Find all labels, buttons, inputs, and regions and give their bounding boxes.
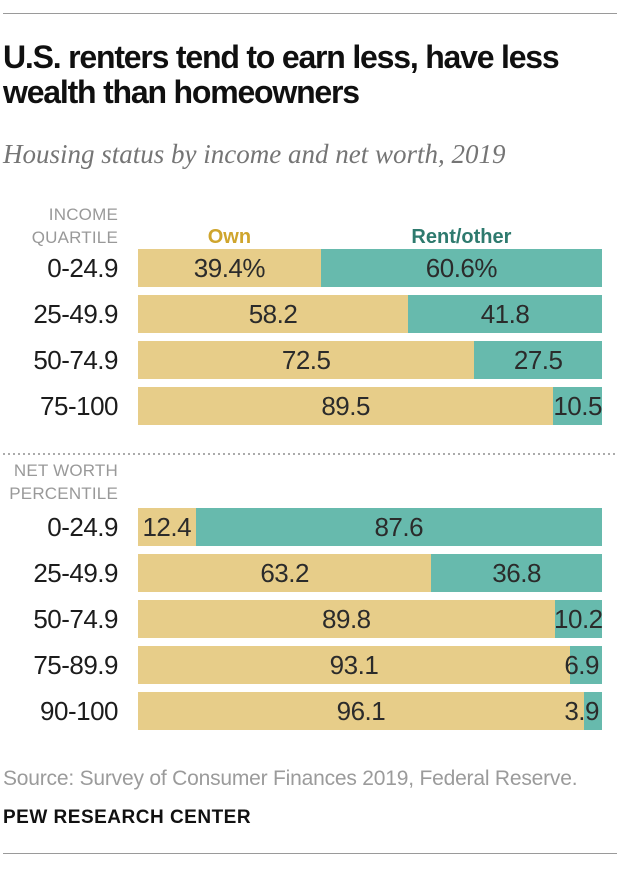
rent-segment: 87.6 [195, 508, 602, 546]
chart-section-header: NET WORTH PERCENTILE [3, 459, 617, 505]
bottom-rule [3, 853, 617, 854]
chart-title: U.S. renters tend to earn less, have les… [3, 39, 560, 110]
section-label: INCOME QUARTILE [3, 203, 138, 249]
stacked-bar: 12.4 87.6 [138, 508, 602, 546]
own-segment: 12.4 [138, 508, 196, 546]
bar-value-label: 6.9 [564, 649, 599, 680]
section-label-line: NET WORTH [13, 461, 118, 480]
bar-row: 25-49.9 63.2 36.8 [3, 554, 617, 592]
net-worth-section: NET WORTH PERCENTILE 0-24.9 12.4 87.6 25-49.9… [3, 459, 617, 730]
bar-value-label: 60.6% [425, 252, 498, 283]
legend: Own Rent/other [138, 223, 602, 249]
charts-area: INCOME QUARTILE Own Rent/other 0-24.9 39.4% 60… [3, 203, 617, 730]
bar-row: 50-74.9 72.5 27.5 [3, 341, 617, 379]
brand-wordmark: PEW RESEARCH CENTER [3, 807, 252, 828]
bar-row: 75-89.9 93.1 6.9 [3, 646, 617, 684]
rent-segment: 60.6% [320, 249, 602, 287]
bar-value-label: 41.8 [480, 298, 530, 329]
row-label: 0-24.9 [47, 511, 118, 542]
row-label: 75-89.9 [33, 649, 118, 680]
legend-rent-label: Rent/other [411, 226, 512, 248]
row-label: 0-24.9 [47, 252, 118, 283]
bar-value-label: 58.2 [248, 298, 298, 329]
stacked-bar: 89.8 10.2 [138, 600, 603, 638]
bar-value-label: 27.5 [513, 344, 563, 375]
row-label: 75-100 [40, 390, 118, 421]
source-note: Source: Survey of Consumer Finances 2019… [3, 767, 578, 790]
chart-section-header: INCOME QUARTILE Own Rent/other [3, 203, 617, 249]
bar-value-label: 89.5 [321, 390, 370, 421]
bar-value-label: 39.4% [193, 252, 266, 283]
own-segment: 72.5 [138, 341, 475, 379]
section-label-line: PERCENTILE [9, 484, 118, 503]
bar-value-label: 36.8 [492, 557, 541, 588]
row-label: 50-74.9 [33, 344, 118, 375]
rent-segment: 10.2 [554, 600, 603, 638]
bar-row: 50-74.9 89.8 10.2 [3, 600, 617, 638]
bar-row: 75-100 89.5 10.5 [3, 387, 617, 425]
rent-segment: 41.8 [408, 295, 602, 333]
bar-value-label: 89.8 [322, 603, 371, 634]
bar-value-label: 10.5 [553, 390, 602, 421]
rent-segment: 36.8 [431, 554, 602, 592]
row-label: 90-100 [40, 695, 118, 726]
legend-own-label: Own [207, 226, 252, 248]
section-label: NET WORTH PERCENTILE [3, 459, 138, 505]
dotted-divider [3, 453, 617, 455]
bar-value-label: 12.4 [142, 511, 192, 542]
bar-value-label: 3.9 [564, 695, 599, 726]
bar-row: 25-49.9 58.2 41.8 [3, 295, 617, 333]
row-label: 25-49.9 [33, 557, 118, 588]
bar-row: 90-100 96.1 3.9 [3, 692, 617, 730]
stacked-bar: 93.1 6.9 [138, 646, 602, 684]
bar-value-label: 63.2 [260, 557, 309, 588]
stacked-bar: 63.2 36.8 [138, 554, 602, 592]
rent-segment: 6.9 [564, 646, 602, 684]
own-segment: 93.1 [138, 646, 570, 684]
bar-row: 0-24.9 39.4% 60.6% [3, 249, 617, 287]
section-label-line: QUARTILE [31, 228, 118, 247]
own-segment: 58.2 [138, 295, 409, 333]
bar-row: 0-24.9 12.4 87.6 [3, 508, 617, 546]
own-segment: 39.4% [138, 249, 321, 287]
bar-value-label: 93.1 [329, 649, 379, 680]
section-label-line: INCOME [48, 205, 118, 224]
stacked-bar: 89.5 10.5 [138, 387, 602, 425]
bar-value-label: 10.2 [554, 603, 603, 634]
top-rule [3, 13, 617, 14]
own-segment: 89.5 [138, 387, 554, 425]
rent-segment: 27.5 [474, 341, 602, 379]
chart-subtitle: Housing status by income and net worth, … [3, 139, 506, 169]
stacked-bar: 39.4% 60.6% [138, 249, 602, 287]
stacked-bar: 96.1 3.9 [138, 692, 602, 730]
legend [138, 479, 602, 505]
stacked-bar: 72.5 27.5 [138, 341, 602, 379]
stacked-bar: 58.2 41.8 [138, 295, 602, 333]
rent-segment: 10.5 [553, 387, 602, 425]
own-segment: 96.1 [138, 692, 584, 730]
row-label: 50-74.9 [33, 603, 118, 634]
income-quartile-section: INCOME QUARTILE Own Rent/other 0-24.9 39.4% 60… [3, 203, 617, 425]
row-label: 25-49.9 [33, 298, 118, 329]
bar-value-label: 87.6 [374, 511, 424, 542]
rent-segment: 3.9 [564, 692, 602, 730]
own-segment: 89.8 [138, 600, 555, 638]
own-segment: 63.2 [138, 554, 432, 592]
bar-value-label: 96.1 [336, 695, 386, 726]
bar-value-label: 72.5 [281, 344, 331, 375]
